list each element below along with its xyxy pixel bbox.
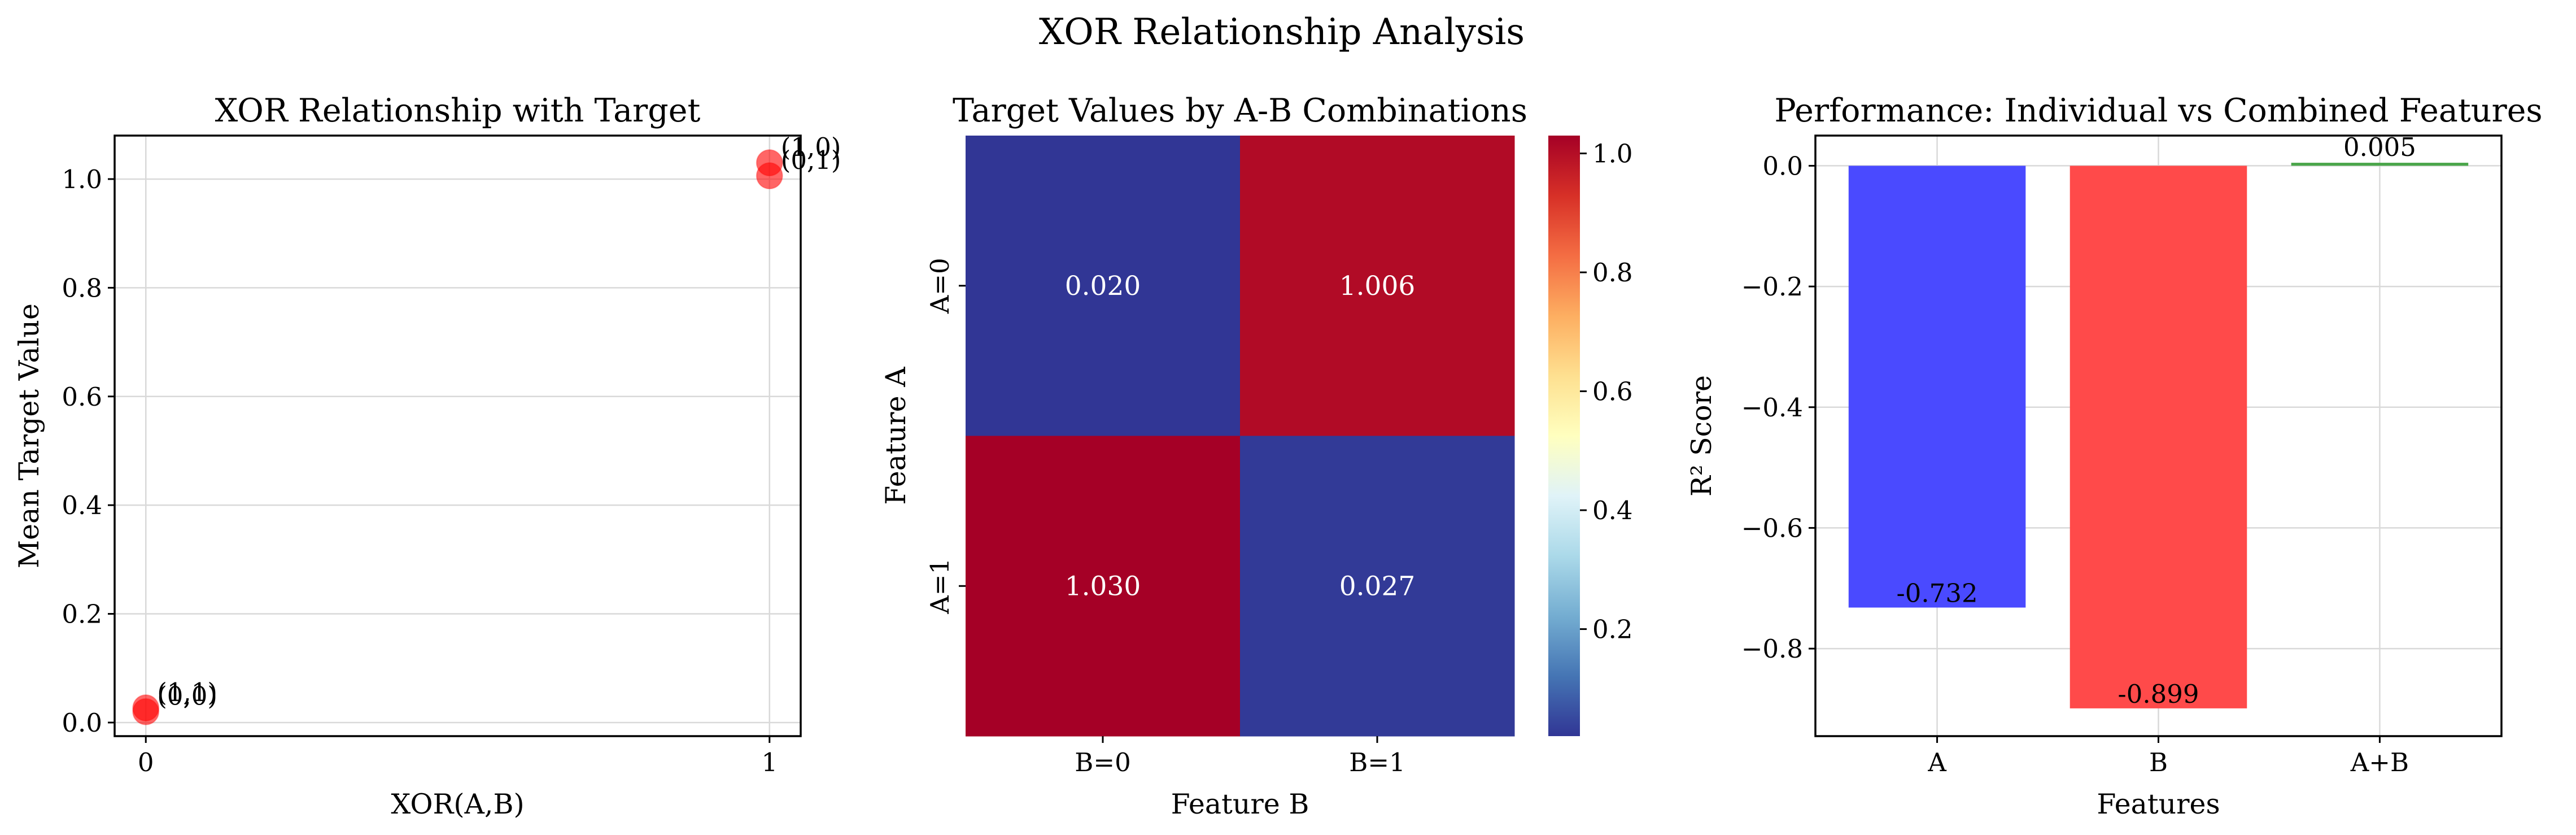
panel-title: Performance: Individual vs Combined Feat…	[1774, 92, 2542, 129]
colorbar-tick-label: 0.8	[1592, 258, 1633, 288]
scatter-panel: 0.0 0.2 0.4 0.6 0.8 1.0 0 1 (0,0) (0,1)(1,0) (1,1)…	[13, 92, 841, 820]
y-tick-label: 0.2	[62, 599, 102, 629]
bar-value-label: 0.005	[2343, 132, 2416, 162]
y-tick-label: 0.8	[62, 273, 102, 303]
x-tick-label: B=1	[1349, 747, 1405, 777]
y-tick-label: 0.6	[62, 382, 102, 412]
point-label: (0,0)	[157, 681, 217, 711]
x-tick-label: B	[2149, 747, 2168, 777]
plot-frame	[1814, 134, 2503, 737]
colorbar-tick-label: 0.6	[1592, 377, 1633, 407]
bar	[2069, 166, 2247, 708]
colorbar	[1548, 136, 1580, 736]
point-label: (0,1)	[781, 145, 841, 175]
y-tick-label: A=1	[925, 558, 955, 615]
x-tick-label: B=0	[1075, 747, 1130, 777]
heatmap-cell	[966, 136, 1241, 436]
y-tick-label: 0.4	[62, 490, 102, 520]
x-tick-label: 1	[761, 747, 778, 777]
point-label: (1,0)	[781, 132, 841, 162]
y-tick-label: 0.0	[62, 708, 102, 738]
bar	[1848, 166, 2026, 608]
heatmap-cell-value: 0.020	[1065, 271, 1141, 302]
bar-value-label: -0.899	[2117, 679, 2199, 709]
bar-value-label: -0.732	[1897, 578, 1978, 608]
plot-frame	[113, 134, 802, 737]
colorbar-tick-label: 1.0	[1592, 139, 1633, 169]
heatmap-cell-value: 1.030	[1065, 571, 1141, 602]
y-axis-label: Mean Target Value	[13, 303, 45, 568]
y-tick-label: 0.0	[1762, 151, 1803, 181]
bar-panel: -0.732 -0.899 0.005 0.0 −0.2 −0.4 −0.6 −0.8 A B A+…	[1686, 92, 2543, 820]
point-label: (1,1)	[157, 677, 217, 707]
y-axis-label: R² Score	[1686, 375, 1718, 497]
y-tick-label: −0.8	[1741, 634, 1803, 664]
x-axis-label: Feature B	[1171, 788, 1309, 820]
heatmap-cell-value: 1.006	[1339, 271, 1416, 302]
colorbar-tick-label: 0.2	[1592, 615, 1633, 645]
heatmap-panel: 0.020 1.006 1.030 0.027 B=0 B=1 A=0 A=1 0.2 0.4 0.…	[880, 92, 1633, 820]
x-axis-label: Features	[2097, 788, 2220, 820]
bar	[2291, 163, 2469, 166]
y-tick-label: −0.6	[1741, 513, 1803, 543]
y-tick-label: −0.4	[1741, 393, 1803, 423]
scatter-point	[132, 694, 160, 721]
scatter-point	[756, 149, 783, 177]
x-tick-label: A+B	[2350, 747, 2409, 777]
heatmap-cell-value: 0.027	[1339, 571, 1416, 602]
y-tick-label: −0.2	[1741, 272, 1803, 302]
panel-title: Target Values by A-B Combinations	[953, 92, 1527, 129]
y-axis-label: Feature A	[880, 367, 912, 505]
heatmap-cell	[966, 436, 1241, 737]
heatmap-cell	[1240, 436, 1515, 737]
figure-title: XOR Relationship Analysis	[1039, 11, 1525, 53]
y-tick-label: A=0	[925, 258, 955, 314]
x-tick-label: A	[1927, 747, 1946, 777]
colorbar-tick-label: 0.4	[1592, 495, 1633, 525]
x-axis-label: XOR(A,B)	[391, 788, 524, 820]
y-tick-label: 1.0	[62, 164, 102, 194]
x-tick-label: 0	[138, 747, 154, 777]
panel-title: XOR Relationship with Target	[215, 92, 701, 129]
heatmap-cell	[1240, 136, 1515, 436]
